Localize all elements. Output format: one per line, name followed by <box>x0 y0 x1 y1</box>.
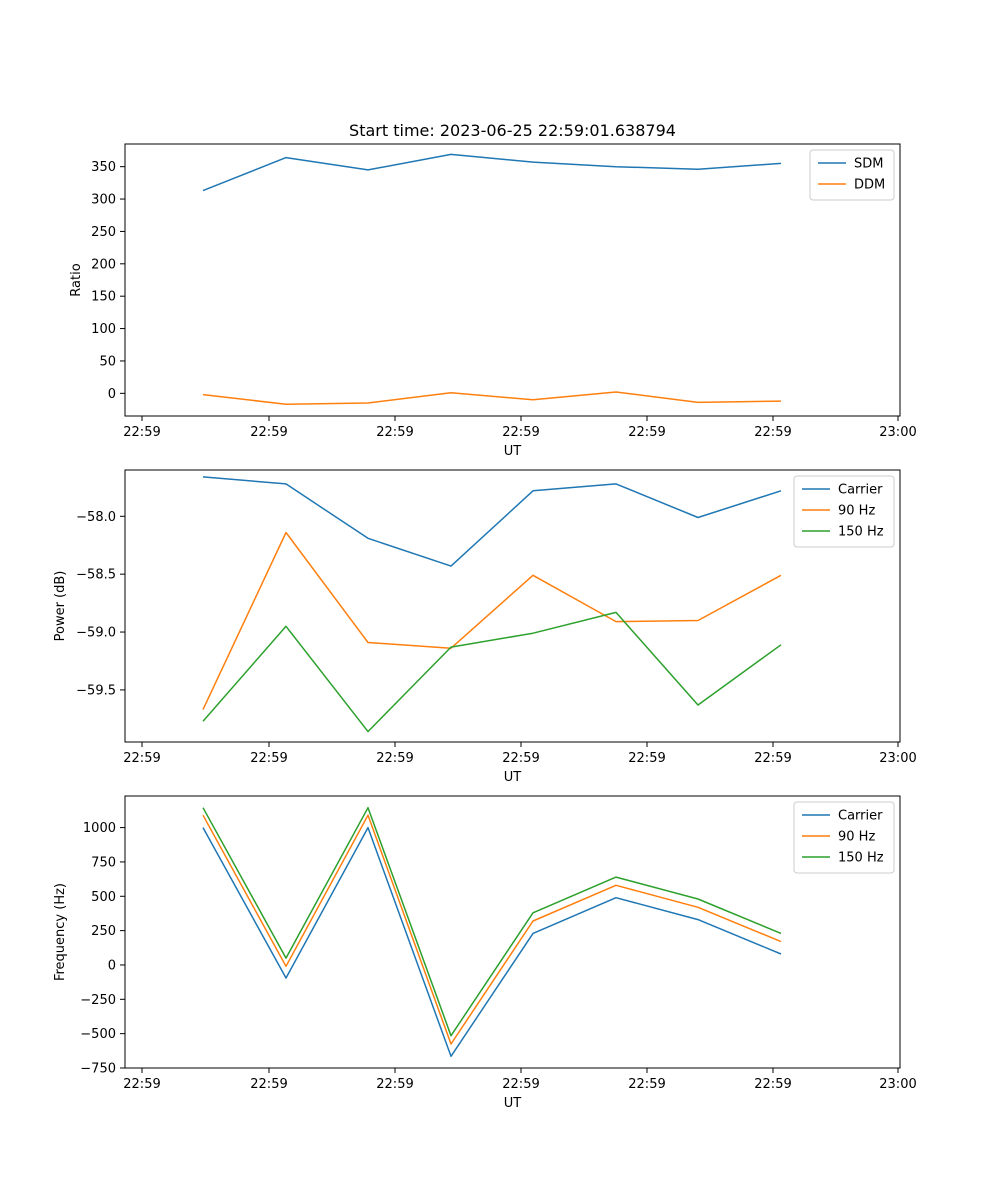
series-line-sdm <box>202 153 782 192</box>
y-tick-label: 200 <box>91 257 116 272</box>
y-tick-label: −58.5 <box>76 568 116 583</box>
series-line-150-hz <box>202 611 782 733</box>
x-axis-label: UT <box>504 444 522 459</box>
legend-entry: 90 Hz <box>838 830 875 845</box>
y-tick-label: −500 <box>80 1027 116 1042</box>
x-tick-label: 22:59 <box>123 751 160 766</box>
legend: Carrier 90 Hz 150 Hz <box>793 475 895 548</box>
y-tick-label: 0 <box>108 387 116 402</box>
y-tick-label: −59.0 <box>76 626 116 641</box>
legend-box <box>793 801 895 874</box>
x-tick-label: 22:59 <box>123 1077 160 1092</box>
y-tick-label: 500 <box>91 890 116 905</box>
legend: SDM DDM <box>809 149 895 201</box>
y-axis-label: Frequency (Hz) <box>53 883 68 981</box>
y-tick-label: 250 <box>91 924 116 939</box>
x-tick-label: 22:59 <box>754 1077 791 1092</box>
y-axis-label: Power (dB) <box>53 571 68 642</box>
legend-entry: Carrier <box>838 809 883 824</box>
x-tick-label: 22:59 <box>250 751 287 766</box>
y-tick-label: 50 <box>99 354 116 369</box>
y-axis-label: Ratio <box>69 263 84 296</box>
panel-3: 22:59 22:59 22:59 22:59 22:59 22:59 23:00 1000 7… <box>53 795 917 1111</box>
legend-entry: Carrier <box>838 483 883 498</box>
y-tick-label: 300 <box>91 193 116 208</box>
x-tick-label: 22:59 <box>628 751 665 766</box>
legend-entry: 150 Hz <box>838 851 884 866</box>
y-tick-label: 100 <box>91 322 116 337</box>
y-tick-label: −58.0 <box>76 510 116 525</box>
legend: Carrier 90 Hz 150 Hz <box>793 801 895 874</box>
y-tick-label: 1000 <box>83 821 116 836</box>
x-tick-label: 23:00 <box>879 425 916 440</box>
series-line-90-hz <box>202 531 782 710</box>
x-tick-label: 22:59 <box>754 425 791 440</box>
x-tick-label: 23:00 <box>879 1077 916 1092</box>
x-tick-label: 22:59 <box>250 425 287 440</box>
x-tick-label: 22:59 <box>376 425 413 440</box>
y-tick-label: −750 <box>80 1062 116 1077</box>
series-line-90-hz <box>202 814 782 1045</box>
x-tick-label: 22:59 <box>376 751 413 766</box>
x-tick-label: 22:59 <box>123 425 160 440</box>
legend-entry: DDM <box>854 178 885 193</box>
x-axis-label: UT <box>504 1096 522 1111</box>
y-tick-label: −250 <box>80 993 116 1008</box>
x-tick-label: 22:59 <box>502 1077 539 1092</box>
y-tick-label: 250 <box>91 225 116 240</box>
x-axis-label: UT <box>504 770 522 785</box>
x-tick-label: 22:59 <box>502 425 539 440</box>
y-tick-label: 0 <box>108 958 116 973</box>
axes-frame <box>124 469 901 743</box>
figure-title: Start time: 2023-06-25 22:59:01.638794 <box>349 121 676 140</box>
y-tick-label: −59.5 <box>76 683 116 698</box>
x-tick-label: 23:00 <box>879 751 916 766</box>
axes-frame <box>124 795 901 1069</box>
series-line-150-hz <box>202 806 782 1037</box>
x-tick-label: 22:59 <box>502 751 539 766</box>
panels: 22:59 22:59 22:59 22:59 22:59 22:59 23:00 0 50 10… <box>53 143 917 1111</box>
legend-entry: SDM <box>854 157 883 172</box>
x-tick-label: 22:59 <box>754 751 791 766</box>
panel-1: 22:59 22:59 22:59 22:59 22:59 22:59 23:00 0 50 10… <box>69 143 917 459</box>
x-tick-label: 22:59 <box>376 1077 413 1092</box>
series-line-carrier <box>202 826 782 1058</box>
x-tick-label: 22:59 <box>628 425 665 440</box>
series-line-carrier <box>202 476 782 567</box>
legend-entry: 150 Hz <box>838 525 884 540</box>
axes-frame <box>124 143 901 417</box>
legend-entry: 90 Hz <box>838 504 875 519</box>
y-tick-label: 750 <box>91 855 116 870</box>
x-tick-label: 22:59 <box>250 1077 287 1092</box>
series-line-ddm <box>202 391 782 406</box>
legend-box <box>793 475 895 548</box>
x-tick-label: 22:59 <box>628 1077 665 1092</box>
y-tick-label: 150 <box>91 290 116 305</box>
panel-2: 22:59 22:59 22:59 22:59 22:59 22:59 23:00 −58.0… <box>53 469 917 785</box>
y-tick-label: 350 <box>91 160 116 175</box>
